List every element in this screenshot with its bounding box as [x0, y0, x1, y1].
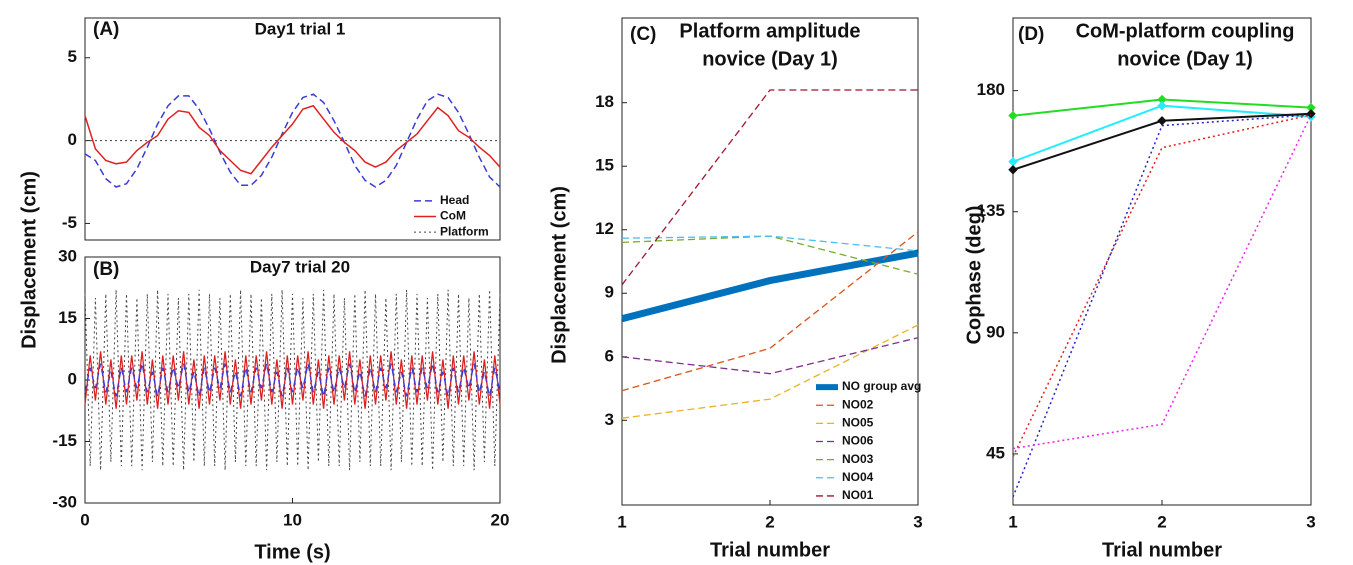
series-line — [84, 93, 501, 188]
legend-label: NO06 — [842, 434, 874, 448]
y-tick-label: 15 — [58, 308, 77, 327]
series-line — [621, 249, 919, 323]
legend-label: NO05 — [842, 416, 874, 430]
y-tick-label: -15 — [52, 431, 77, 450]
y-tick-label: -5 — [62, 213, 77, 232]
legend-label: NO04 — [842, 470, 874, 484]
x-tick-label: 2 — [765, 512, 774, 531]
legend-label: Platform — [440, 224, 489, 238]
x-tick-label: 2 — [1157, 512, 1166, 531]
y-tick-label: -30 — [52, 492, 77, 511]
y-tick-label: 90 — [986, 322, 1005, 341]
y-tick-label: 15 — [595, 156, 614, 175]
series-line — [621, 235, 919, 252]
legend-label: NO01 — [842, 488, 874, 502]
marker — [1008, 110, 1018, 121]
y-axis-label: Cophase (deg) — [963, 206, 985, 345]
y-tick-label: 0 — [68, 130, 77, 149]
y-tick-label: 3 — [605, 410, 614, 429]
legend-label: Head — [440, 193, 469, 207]
chart-title: novice (Day 1) — [702, 48, 838, 70]
y-tick-label: 180 — [977, 80, 1005, 99]
y-tick-label: 18 — [595, 92, 614, 111]
legend-label: NO group avg — [842, 379, 921, 393]
legend-label: NO03 — [842, 452, 874, 466]
y-tick-label: 0 — [68, 369, 77, 388]
chart-title: Day7 trial 20 — [250, 257, 350, 276]
x-axis-label: Time (s) — [254, 541, 330, 563]
series-line — [1012, 104, 1312, 163]
marker — [1157, 101, 1167, 111]
series-line — [84, 104, 501, 175]
marker — [1008, 165, 1018, 175]
legend-label: NO02 — [842, 397, 874, 411]
x-tick-label: 0 — [80, 510, 89, 529]
x-axis-label: Trial number — [1102, 539, 1222, 561]
axes-box — [84, 17, 501, 241]
x-tick-label: 1 — [617, 512, 626, 531]
marker — [1306, 109, 1316, 119]
series-line — [1012, 114, 1312, 457]
x-tick-label: 3 — [1306, 512, 1315, 531]
series-line — [621, 324, 919, 419]
panel-label: (A) — [93, 19, 119, 40]
series-line — [1012, 114, 1312, 450]
series-line — [84, 351, 501, 409]
series-line — [621, 337, 919, 375]
chart-title: Day1 trial 1 — [255, 19, 346, 38]
panel-label: (C) — [630, 24, 656, 45]
series-line — [621, 89, 918, 286]
y-axis-label: Displacement (cm) — [18, 171, 40, 349]
y-tick-label: 9 — [605, 283, 614, 302]
chart-title: Platform amplitude — [679, 20, 860, 42]
marker — [1008, 156, 1018, 167]
y-tick-label: 45 — [986, 443, 1005, 462]
y-tick-label: 5 — [68, 47, 77, 66]
series-line — [621, 235, 919, 275]
legend-label: CoM — [440, 209, 466, 223]
y-tick-label: 135 — [977, 201, 1005, 220]
series-line — [621, 231, 919, 392]
y-tick-label: 12 — [595, 219, 614, 238]
y-axis-label: Displacement (cm) — [548, 186, 570, 364]
series-line — [84, 289, 501, 471]
x-axis-label: Trial number — [710, 539, 830, 561]
panel-label: (B) — [93, 259, 119, 280]
x-tick-label: 20 — [491, 510, 510, 529]
y-tick-label: 30 — [58, 246, 77, 265]
panel-label: (D) — [1018, 24, 1044, 45]
marker — [1157, 116, 1167, 126]
chart-title: CoM-platform coupling — [1076, 20, 1295, 42]
series-line — [84, 363, 501, 397]
x-tick-label: 10 — [283, 510, 302, 529]
axes-box — [1012, 17, 1312, 506]
x-tick-label: 3 — [913, 512, 922, 531]
series-line — [1012, 114, 1312, 498]
y-tick-label: 6 — [605, 346, 614, 365]
x-tick-label: 1 — [1008, 512, 1017, 531]
chart-title: novice (Day 1) — [1117, 48, 1253, 70]
